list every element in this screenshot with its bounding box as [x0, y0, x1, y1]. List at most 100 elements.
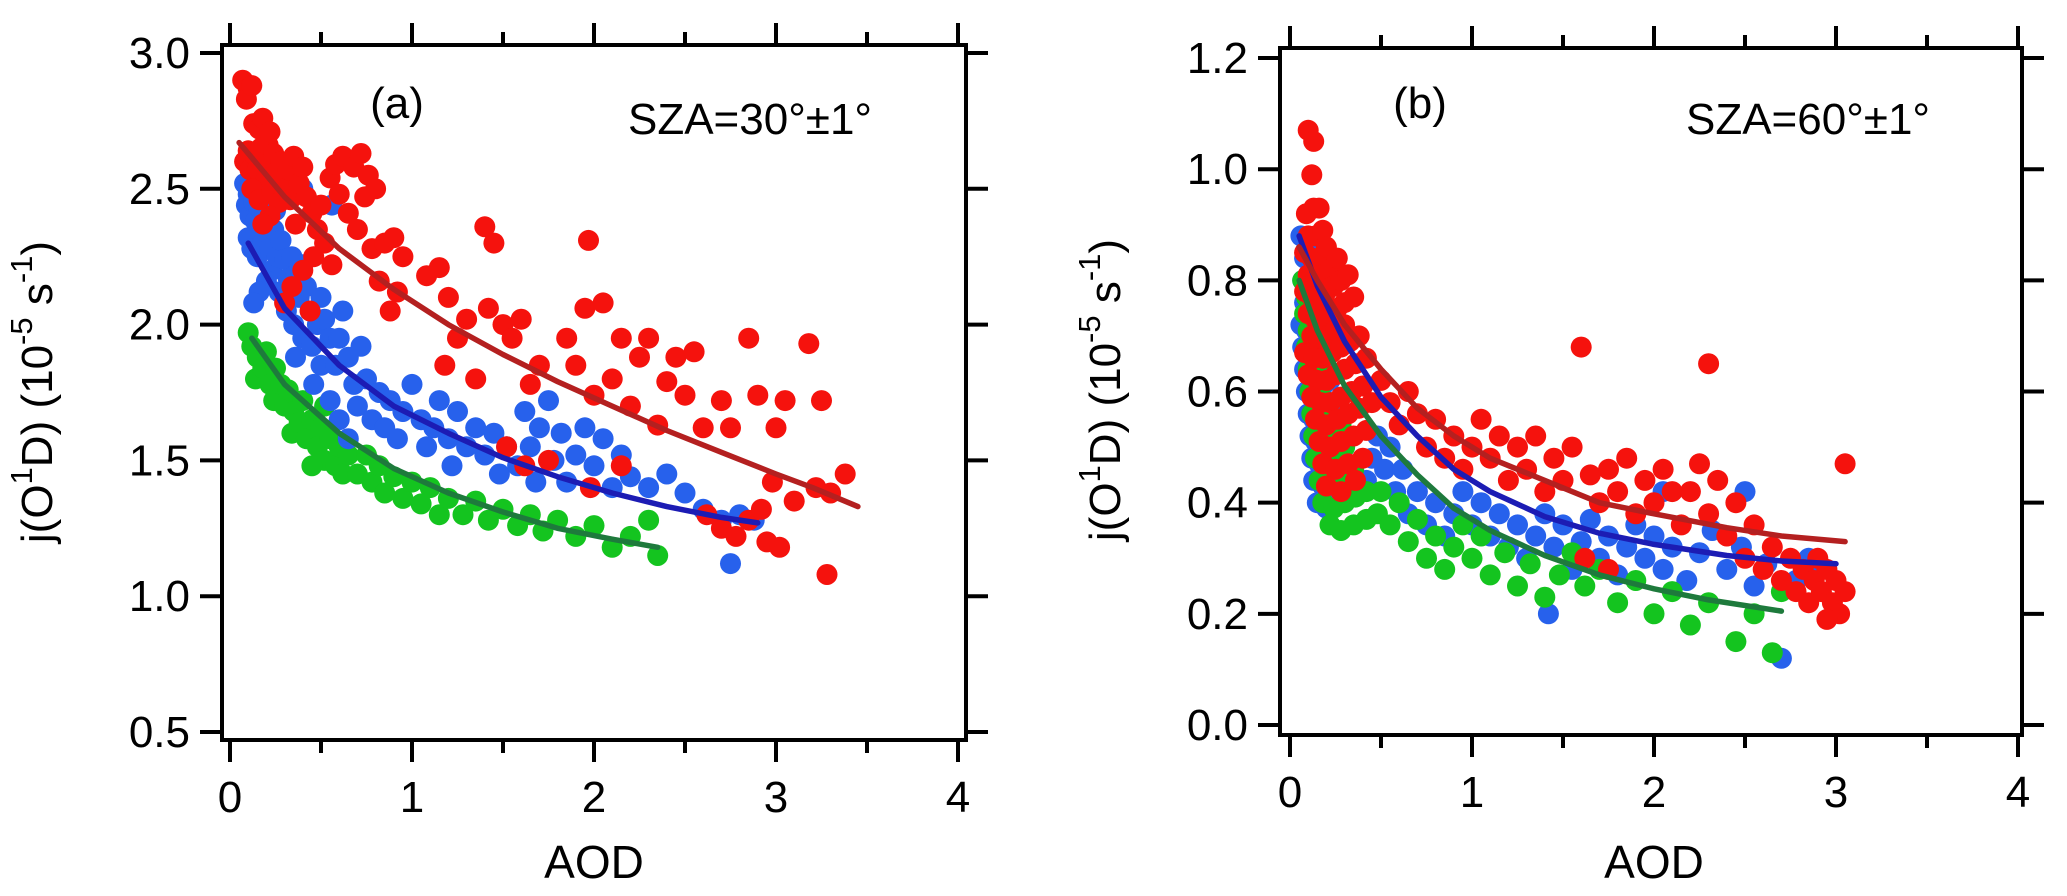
scatter-point-red-dots	[1470, 408, 1492, 430]
panel-a-tag: (a)	[370, 79, 424, 128]
scatter-point-green-dots	[1370, 481, 1392, 503]
scatter-point-red-dots	[383, 227, 405, 249]
scatter-point-green-dots	[428, 504, 450, 526]
scatter-point-red-dots	[1312, 219, 1334, 241]
scatter-point-blue-dots	[674, 482, 696, 504]
scatter-point-red-dots	[738, 327, 760, 349]
scatter-point-red-dots	[1661, 481, 1683, 503]
y-tick-label: 0.5	[129, 708, 190, 757]
scatter-point-red-dots	[638, 327, 660, 349]
scatter-point-red-dots	[354, 186, 376, 208]
y-tick-label: 0.0	[1187, 701, 1248, 750]
scatter-point-blue-dots	[720, 553, 741, 575]
x-tick-label: 4	[946, 773, 970, 822]
y-axis-title: j(O1D) (10-5 s-1)	[4, 241, 62, 545]
scatter-point-green-dots	[1388, 492, 1410, 514]
scatter-point-red-dots	[656, 371, 678, 393]
green-fit-curve	[249, 335, 661, 551]
y-tick-label: 1.0	[1187, 145, 1248, 194]
scatter-point-blue-dots	[1634, 547, 1656, 569]
scatter-point-red-dots	[565, 354, 587, 376]
scatter-point-green-dots	[1416, 547, 1437, 569]
scatter-point-red-dots	[1652, 458, 1674, 480]
scatter-point-red-dots	[574, 297, 596, 319]
x-tick-label: 2	[582, 773, 606, 822]
scatter-point-blue-dots	[1579, 508, 1601, 530]
scatter-point-red-dots	[1679, 481, 1701, 503]
scatter-point-blue-dots	[332, 300, 354, 322]
scatter-point-red-dots	[1616, 447, 1638, 469]
panel-a-annotation: SZA=30°±1°	[628, 95, 872, 144]
scatter-point-blue-dots	[488, 463, 510, 485]
scatter-point-blue-dots	[270, 229, 292, 251]
scatter-point-blue-dots	[1488, 503, 1510, 525]
y-axis-title: j(O1D) (10-5 s-1)	[1072, 239, 1130, 543]
scatter-point-blue-dots	[483, 422, 505, 444]
scatter-point-green-dots	[638, 509, 660, 531]
scatter-point-blue-dots	[638, 477, 660, 499]
scatter-point-red-dots	[1598, 458, 1619, 480]
scatter-point-blue-dots	[574, 417, 596, 439]
scatter-point-green-dots	[1443, 536, 1465, 558]
scatter-point-green-dots	[374, 482, 396, 504]
scatter-point-red-dots	[437, 286, 459, 308]
scatter-point-green-dots	[1494, 542, 1516, 564]
panel-b: 0 1 2 3 4 0.0 0.2 0.4 0.6 0.8 1.0 1.2 j(O1D) (10-5 s…	[1072, 26, 2044, 817]
scatter-point-red-dots	[683, 341, 705, 363]
scatter-point-red-dots	[816, 564, 838, 585]
scatter-point-blue-dots	[538, 390, 559, 412]
scatter-point-red-dots	[474, 216, 496, 238]
scatter-point-red-dots	[1698, 503, 1720, 525]
blue-fit-curve	[1296, 233, 1839, 567]
scatter-point-red-dots	[1303, 130, 1325, 152]
y-tick-label: 0.6	[1187, 368, 1248, 417]
scatter-point-red-dots	[1343, 286, 1365, 308]
scatter-point-blue-dots	[428, 390, 450, 412]
scatter-point-green-dots	[255, 341, 277, 363]
scatter-point-red-dots	[834, 463, 856, 485]
scatter-point-red-dots	[1689, 453, 1710, 475]
scatter-point-blue-dots	[1470, 492, 1492, 514]
scatter-point-red-dots	[783, 490, 805, 512]
scatter-point-green-dots	[477, 509, 499, 531]
scatter-point-blue-dots	[1374, 458, 1396, 480]
scatter-point-red-dots	[1770, 570, 1792, 591]
scatter-point-red-dots	[1834, 453, 1856, 475]
y-tick-label: 0.2	[1187, 590, 1248, 639]
scatter-point-red-dots	[811, 390, 832, 412]
x-tick-label: 1	[400, 773, 424, 822]
panel-b-annotation: SZA=60°±1°	[1686, 95, 1930, 144]
scatter-point-green-dots	[410, 493, 432, 515]
scatter-point-red-dots	[310, 194, 332, 216]
scatter-point-green-dots	[301, 455, 323, 477]
red-fit-curve	[1296, 244, 1848, 545]
scatter-point-red-dots	[281, 276, 303, 298]
scatter-point-red-dots	[798, 333, 820, 355]
scatter-point-green-dots	[583, 515, 605, 537]
scatter-point-red-dots	[1707, 469, 1729, 491]
scatter-point-blue-dots	[514, 401, 536, 422]
scatter-point-red-dots	[720, 417, 741, 439]
scatter-point-blue-dots	[1406, 481, 1428, 503]
green-fit-curve	[1296, 277, 1785, 614]
scatter-point-blue-dots	[1652, 558, 1674, 580]
scatter-point-red-dots	[1497, 469, 1519, 491]
scatter-point-blue-dots	[328, 327, 350, 349]
scatter-point-red-dots	[1308, 197, 1330, 219]
scatter-point-red-dots	[252, 213, 274, 235]
y-tick-label: 1.5	[129, 436, 190, 485]
scatter-point-blue-dots	[528, 417, 550, 439]
scatter-point-red-dots	[692, 417, 714, 439]
scatter-point-red-dots	[1534, 481, 1556, 503]
scatter-point-green-dots	[1507, 575, 1528, 597]
scatter-point-red-dots	[1834, 581, 1856, 603]
scatter-point-red-dots	[456, 308, 478, 330]
scatter-point-red-dots	[321, 254, 343, 276]
scatter-point-blue-dots	[401, 373, 423, 395]
scatter-point-blue-dots	[310, 354, 332, 376]
blue-fit-curve	[245, 240, 761, 526]
y-tick-label: 0.8	[1187, 256, 1248, 305]
scatter-point-green-dots	[452, 504, 474, 526]
scatter-point-red-dots	[292, 259, 314, 281]
